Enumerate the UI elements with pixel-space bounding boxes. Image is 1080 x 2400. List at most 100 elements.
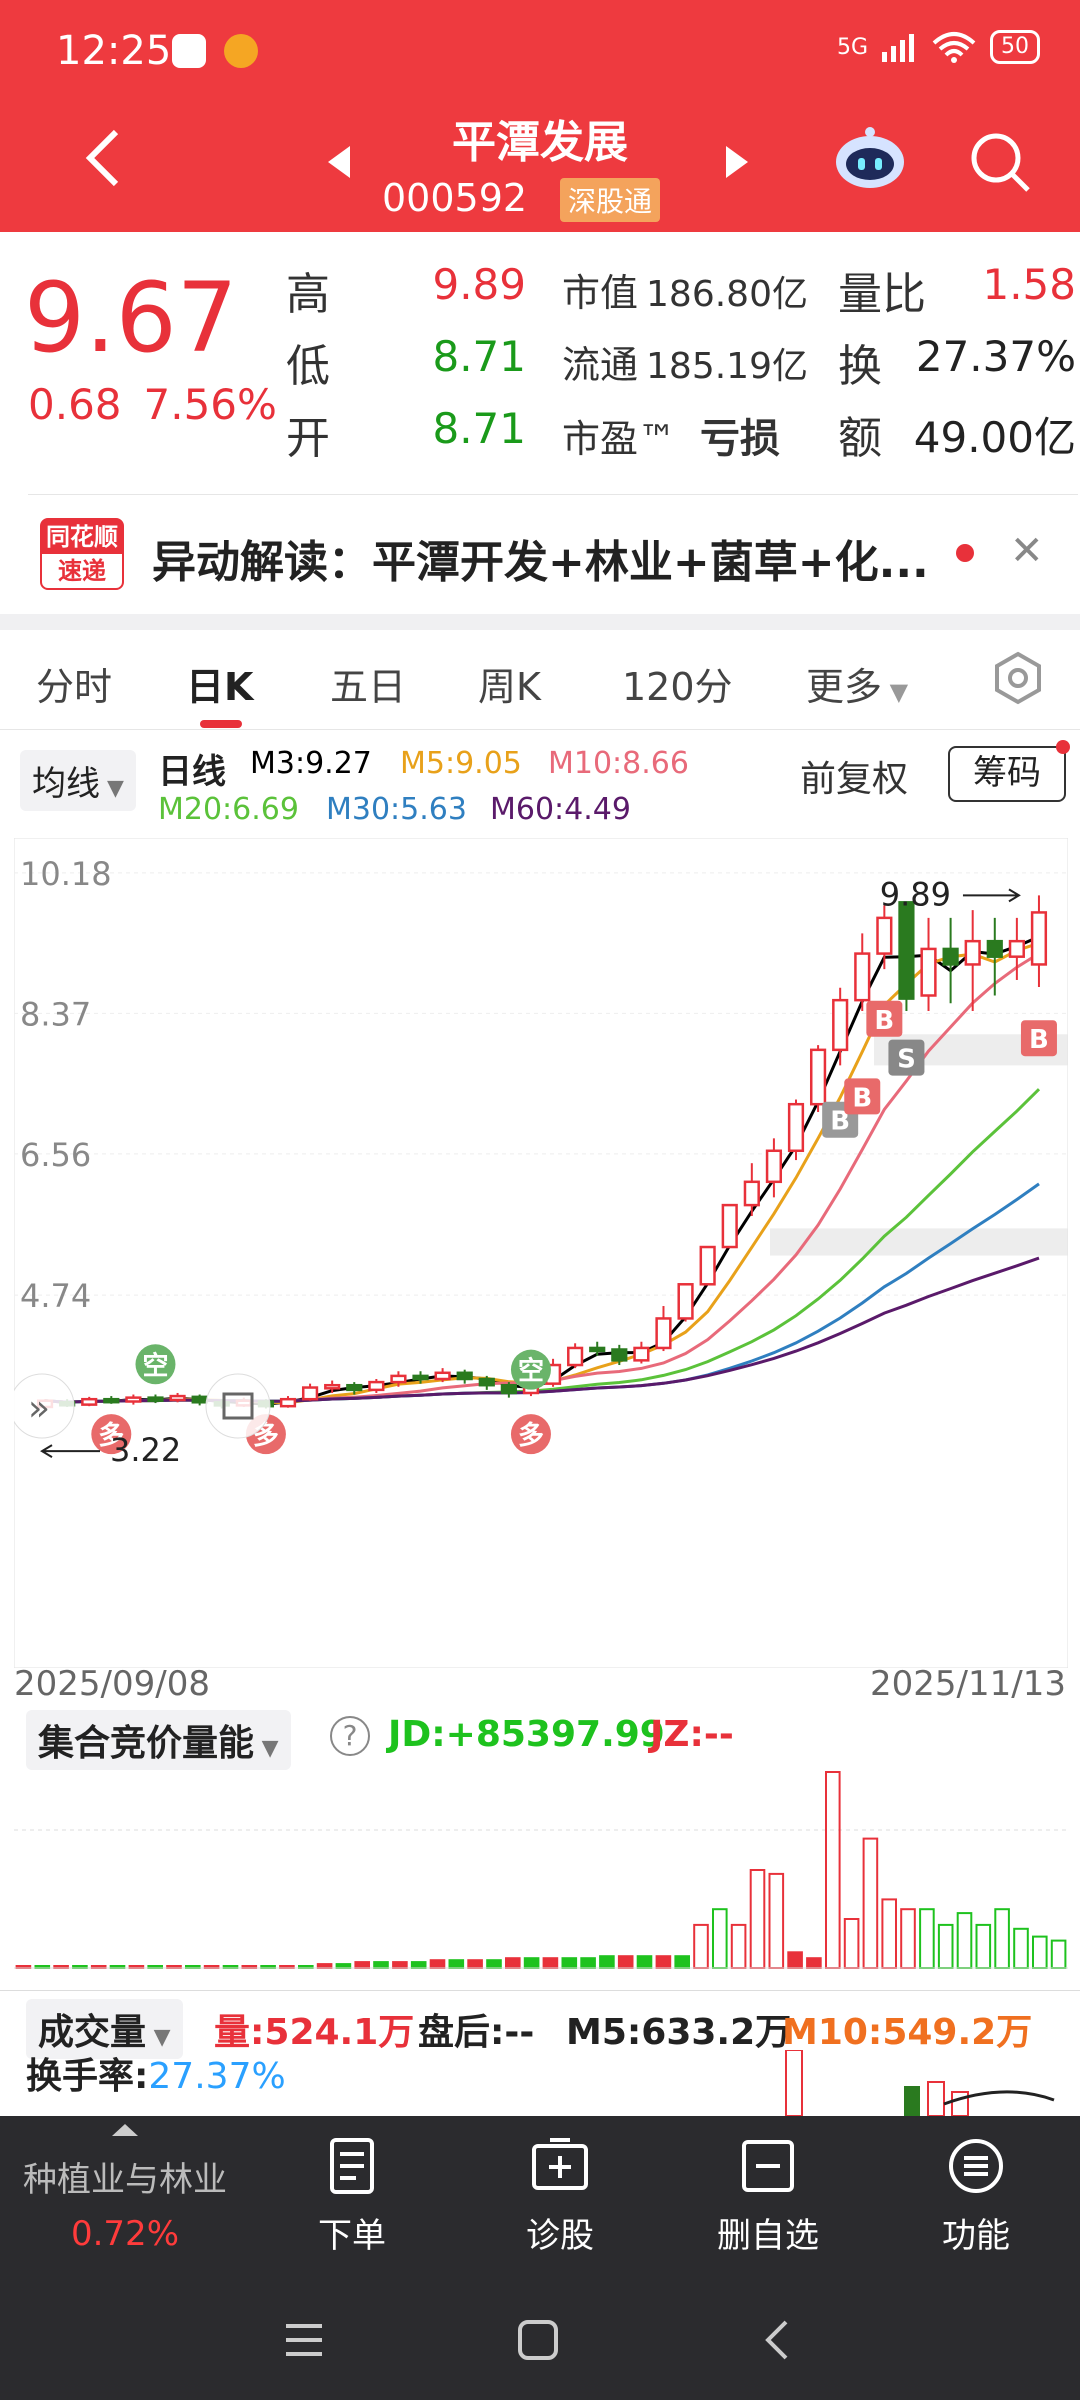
news-banner[interactable]: 同花顺 速递 异动解读：平潭开发+林业+菌草+化... — [0, 500, 1080, 612]
candle-body — [721, 1203, 738, 1249]
stock-code: 000592 — [382, 176, 528, 220]
candle-body — [633, 1346, 650, 1362]
order-icon — [330, 2138, 374, 2194]
chevron-down-icon: ▼ — [146, 2025, 171, 2050]
auction-bar — [448, 1959, 465, 1969]
candle-body — [743, 1180, 760, 1207]
header-bar: 12:25 5G 50 平潭发展 000592 深股通 — [0, 0, 1080, 232]
end-date: 2025/11/13 — [870, 1664, 1066, 1704]
extreme-labels: 9.89 3.22 — [40, 875, 1021, 1469]
expand-button[interactable]: » — [14, 1373, 75, 1439]
after-hours-volume: 盘后:-- — [418, 2012, 535, 2053]
auction-indicator-label: 集合竞价量能 — [38, 1723, 255, 1764]
auction-bar — [617, 1955, 634, 1969]
candle-body — [368, 1380, 385, 1392]
help-icon[interactable]: ? — [330, 1716, 370, 1756]
auction-bar — [505, 1957, 521, 1969]
turnover-value: 27.37% — [915, 332, 1076, 381]
volume-chart — [785, 2050, 1055, 2116]
candle-body — [699, 1245, 716, 1286]
adjust-mode-button[interactable]: 前复权 — [800, 759, 909, 800]
back-icon[interactable] — [80, 128, 130, 188]
tab-120min[interactable]: 120分 — [622, 665, 733, 709]
y-tick-label: 8.37 — [20, 995, 91, 1033]
amount-label: 额 — [838, 413, 882, 464]
functions-button[interactable]: 功能 — [896, 2116, 1056, 2284]
mktcap-label: 市值 — [562, 271, 639, 315]
auction-bar — [768, 1872, 785, 1969]
remove-watchlist-button[interactable]: 删自选 — [688, 2116, 848, 2284]
auction-indicator-select[interactable]: 集合竞价量能 ▼ — [26, 1710, 291, 1770]
tab-more[interactable]: 更多 ▼ — [806, 656, 908, 711]
system-navigation-bar — [0, 2284, 1080, 2400]
news-headline[interactable]: 异动解读：平潭开发+林业+菌草+化... — [152, 537, 929, 588]
sector-entry[interactable]: 种植业与林业 0.72% — [0, 2116, 250, 2284]
candle-body — [169, 1394, 186, 1402]
candle-body — [832, 998, 849, 1052]
volume-ma-line — [943, 2090, 1055, 2106]
candle-body — [346, 1383, 363, 1392]
open-value: 8.71 — [432, 404, 526, 453]
max-price-arrow — [962, 888, 1021, 903]
order-button[interactable]: 下单 — [272, 2116, 432, 2284]
candle-body — [787, 1102, 805, 1153]
tab-five-day[interactable]: 五日 — [330, 665, 407, 709]
candle-body — [920, 947, 937, 997]
auction-bar — [843, 1918, 860, 1969]
ma5-value: M5:9.05 — [400, 746, 522, 781]
search-icon[interactable] — [968, 130, 1032, 194]
next-stock-icon[interactable] — [726, 146, 748, 178]
high-label: 高 — [286, 269, 330, 320]
auction-bar — [956, 1912, 973, 1970]
tab-weekly-k[interactable]: 周K — [478, 665, 541, 709]
candle-body — [876, 916, 893, 955]
ma3-value: M3:9.27 — [250, 746, 372, 781]
ma-type: 日线 — [158, 752, 226, 792]
prev-stock-icon[interactable] — [328, 146, 350, 178]
candle-body — [964, 939, 981, 966]
chevron-down-icon: ▼ — [100, 776, 124, 801]
close-icon[interactable]: ✕ — [1010, 528, 1044, 574]
candle-body — [434, 1371, 451, 1381]
diagnose-button[interactable]: 诊股 — [480, 2116, 640, 2284]
auction-bar — [674, 1955, 691, 1969]
chevron-down-icon: ▼ — [254, 1736, 279, 1761]
signal-badges: BBBSB多多多空空 — [91, 1000, 1057, 1455]
tab-intraday[interactable]: 分时 — [36, 665, 113, 709]
tab-more-label: 更多 — [806, 665, 883, 709]
home-icon[interactable] — [516, 2318, 560, 2362]
candle-body — [478, 1377, 495, 1387]
settings-icon[interactable] — [990, 650, 1046, 706]
signal-badge — [510, 1414, 551, 1455]
volume-indicator-select[interactable]: 成交量 ▼ — [26, 1999, 183, 2059]
auction-bar — [1032, 1935, 1048, 1970]
functions-label: 功能 — [942, 2216, 1010, 2256]
kline-chart[interactable]: 10.188.376.564.74 BBBSB多多多空空 9.893.22 » — [14, 838, 1068, 1668]
turnover-rate-label: 换手率: — [26, 2056, 149, 2097]
sector-name: 种植业与林业 — [23, 2160, 227, 2200]
diagnose-label: 诊股 — [526, 2216, 594, 2256]
candle-body — [500, 1383, 517, 1395]
signal-badge — [91, 1414, 132, 1455]
indicator-select[interactable]: 均线 ▼ — [20, 750, 136, 811]
volume-ma5: M5:633.2万 — [566, 2012, 792, 2053]
recent-apps-icon[interactable] — [282, 2318, 326, 2362]
auction-bar — [862, 1837, 879, 1969]
tab-daily-k[interactable]: 日K — [186, 665, 254, 709]
chip-new-dot — [1056, 740, 1070, 754]
ma20-value: M20:6.69 — [158, 792, 299, 827]
auction-bar — [655, 1955, 672, 1969]
signal-badge — [135, 1344, 176, 1385]
app-notification-icon — [172, 34, 206, 68]
change-percent: 7.56% — [143, 380, 277, 429]
sztong-badge: 深股通 — [560, 178, 661, 222]
robot-assistant-icon[interactable] — [832, 126, 908, 192]
crosshair-toggle-button[interactable] — [205, 1373, 271, 1439]
auction-bar — [749, 1869, 766, 1969]
chip-distribution-button[interactable]: 筹码 — [948, 746, 1066, 802]
candle-body — [898, 901, 915, 1000]
signal-badge-label: B — [830, 1107, 850, 1137]
back-nav-icon[interactable] — [756, 2318, 800, 2362]
signal-icon — [882, 34, 914, 62]
sector-change: 0.72% — [70, 2214, 179, 2254]
